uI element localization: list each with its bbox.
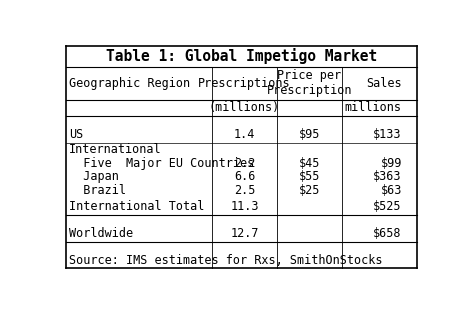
Text: $363: $363 [373,170,402,183]
Text: 12.7: 12.7 [230,227,259,240]
Text: Five  Major EU Countries: Five Major EU Countries [69,157,254,170]
Text: $658: $658 [373,227,402,240]
Text: $25: $25 [299,184,320,197]
Text: 1.4: 1.4 [234,128,255,141]
Text: Source: IMS estimates for Rxs, SmithOnStocks: Source: IMS estimates for Rxs, SmithOnSt… [69,254,383,267]
Text: US: US [69,128,84,141]
Text: $63: $63 [380,184,402,197]
Text: 6.6: 6.6 [234,170,255,183]
Text: Brazil: Brazil [69,184,126,197]
Text: $95: $95 [299,128,320,141]
Text: $525: $525 [373,200,402,212]
Text: International Total: International Total [69,200,204,212]
Text: Table 1: Global Impetigo Market: Table 1: Global Impetigo Market [106,48,378,64]
Text: 11.3: 11.3 [230,200,259,212]
Text: (millions): (millions) [209,101,280,114]
Text: millions: millions [345,101,402,114]
Text: Price per
Prescription: Price per Prescription [267,69,352,97]
Text: Worldwide: Worldwide [69,227,133,240]
Text: 2.2: 2.2 [234,157,255,170]
Text: $55: $55 [299,170,320,183]
Text: 2.5: 2.5 [234,184,255,197]
Text: International: International [69,144,162,156]
Text: Prescriptions: Prescriptions [198,77,291,90]
Text: Sales: Sales [366,77,402,90]
Text: $133: $133 [373,128,402,141]
Text: $99: $99 [380,157,402,170]
Text: $45: $45 [299,157,320,170]
Text: Japan: Japan [69,170,119,183]
Text: Geographic Region: Geographic Region [69,77,190,90]
